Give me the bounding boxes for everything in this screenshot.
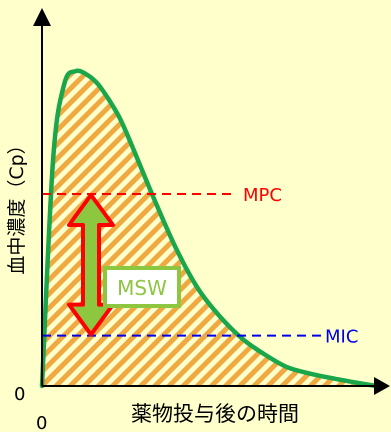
mic-label: MIC: [325, 327, 358, 348]
concentration-curve: [39, 68, 379, 389]
msw-box: [103, 266, 181, 308]
y-axis-arrowhead: [33, 8, 51, 26]
msw-arrow: [67, 193, 115, 337]
x-axis-label: 薬物投与後の時間: [131, 402, 299, 426]
x-axis-arrowhead: [374, 377, 390, 395]
y-axis-label: 血中濃度（Cp）: [6, 135, 28, 274]
x-origin-label: 0: [36, 413, 47, 432]
msw-label: MSW: [117, 276, 167, 300]
mpc-label: MPC: [243, 185, 282, 206]
y-origin-label: 0: [14, 384, 25, 405]
